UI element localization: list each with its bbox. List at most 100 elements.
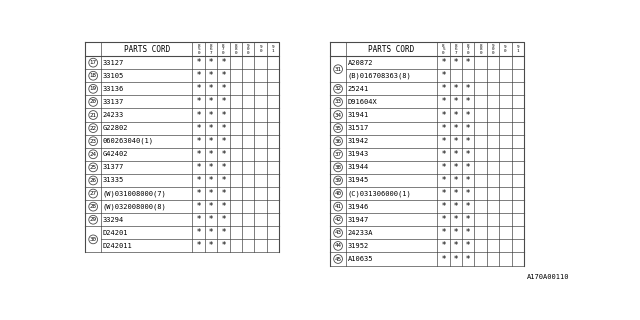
Text: 28: 28	[90, 204, 97, 209]
Text: 31941: 31941	[348, 112, 369, 118]
Text: 22: 22	[90, 126, 97, 131]
Text: *: *	[221, 58, 225, 67]
Text: (W)031008000(7): (W)031008000(7)	[102, 190, 166, 197]
Text: *: *	[466, 163, 470, 172]
Text: *: *	[221, 71, 225, 80]
Text: *: *	[209, 58, 213, 67]
Text: *: *	[196, 176, 201, 185]
Text: *: *	[442, 163, 445, 172]
Text: 25: 25	[90, 165, 97, 170]
Text: *: *	[196, 97, 201, 107]
Text: *: *	[442, 97, 445, 107]
Text: *: *	[454, 215, 458, 224]
Text: 8
7
0: 8 7 0	[222, 44, 225, 55]
Text: *: *	[442, 176, 445, 185]
Text: *: *	[221, 97, 225, 107]
Text: 38: 38	[335, 165, 342, 170]
Text: 9
1: 9 1	[516, 45, 519, 53]
Text: *: *	[454, 124, 458, 132]
Text: 32: 32	[335, 86, 342, 91]
Text: *: *	[442, 189, 445, 198]
Text: *: *	[466, 241, 470, 251]
Text: *: *	[209, 202, 213, 211]
Text: *: *	[209, 163, 213, 172]
Text: 26: 26	[90, 178, 97, 183]
Text: *: *	[466, 202, 470, 211]
Text: *: *	[466, 84, 470, 93]
Text: 31946: 31946	[348, 204, 369, 210]
Text: 42: 42	[335, 217, 342, 222]
Text: PARTS CORD: PARTS CORD	[369, 45, 415, 54]
Text: *: *	[196, 150, 201, 159]
Text: *: *	[221, 137, 225, 146]
Text: 18: 18	[90, 73, 97, 78]
Text: *: *	[221, 228, 225, 237]
Text: (W)032008000(8): (W)032008000(8)	[102, 204, 166, 210]
Text: 39: 39	[335, 178, 342, 183]
Text: *: *	[209, 215, 213, 224]
Text: *: *	[454, 163, 458, 172]
Text: *: *	[209, 71, 213, 80]
Text: *: *	[221, 150, 225, 159]
Text: 33294: 33294	[102, 217, 124, 223]
Text: *: *	[196, 189, 201, 198]
Text: 44: 44	[335, 244, 342, 248]
Text: G42402: G42402	[102, 151, 128, 157]
Text: 31952: 31952	[348, 243, 369, 249]
Text: *: *	[196, 241, 201, 251]
Text: *: *	[221, 176, 225, 185]
Text: 30: 30	[90, 237, 97, 242]
Text: *: *	[442, 202, 445, 211]
Text: *: *	[196, 163, 201, 172]
Text: *: *	[454, 254, 458, 263]
Text: *: *	[196, 110, 201, 119]
Text: *: *	[442, 110, 445, 119]
Text: *: *	[466, 254, 470, 263]
Text: *: *	[209, 124, 213, 132]
Text: 31517: 31517	[348, 125, 369, 131]
Text: *: *	[442, 254, 445, 263]
Text: *: *	[209, 176, 213, 185]
Text: 17: 17	[90, 60, 97, 65]
Text: 35: 35	[335, 126, 342, 131]
Text: (B)016708363(8): (B)016708363(8)	[348, 73, 411, 79]
Text: 31: 31	[335, 67, 342, 72]
Text: *: *	[209, 150, 213, 159]
Text: *: *	[209, 137, 213, 146]
Text: 31335: 31335	[102, 178, 124, 183]
Text: *: *	[454, 241, 458, 251]
Text: *: *	[442, 84, 445, 93]
Text: 31944: 31944	[348, 164, 369, 170]
Text: 43: 43	[335, 230, 342, 235]
Text: 33105: 33105	[102, 73, 124, 79]
Text: 8
6
7: 8 6 7	[454, 44, 457, 55]
Text: 24233: 24233	[102, 112, 124, 118]
Text: 31943: 31943	[348, 151, 369, 157]
Text: 33127: 33127	[102, 60, 124, 66]
Text: 24: 24	[90, 152, 97, 157]
Text: *: *	[209, 228, 213, 237]
Text: *: *	[466, 137, 470, 146]
Text: 33136: 33136	[102, 86, 124, 92]
Text: 36: 36	[335, 139, 342, 144]
Text: *: *	[196, 124, 201, 132]
Text: 24233A: 24233A	[348, 230, 373, 236]
Text: *: *	[466, 176, 470, 185]
Text: 31945: 31945	[348, 178, 369, 183]
Text: *: *	[442, 228, 445, 237]
Text: *: *	[209, 110, 213, 119]
Text: *: *	[221, 124, 225, 132]
Text: *: *	[466, 58, 470, 67]
Text: *: *	[454, 176, 458, 185]
Text: *: *	[209, 84, 213, 93]
Text: *: *	[209, 189, 213, 198]
Text: *: *	[454, 228, 458, 237]
Text: *: *	[466, 228, 470, 237]
Text: 29: 29	[90, 217, 97, 222]
Text: *: *	[221, 163, 225, 172]
Text: *: *	[442, 137, 445, 146]
Text: 9
0: 9 0	[259, 45, 262, 53]
Text: PARTS CORD: PARTS CORD	[124, 45, 170, 54]
Text: *: *	[196, 202, 201, 211]
Text: 25241: 25241	[348, 86, 369, 92]
